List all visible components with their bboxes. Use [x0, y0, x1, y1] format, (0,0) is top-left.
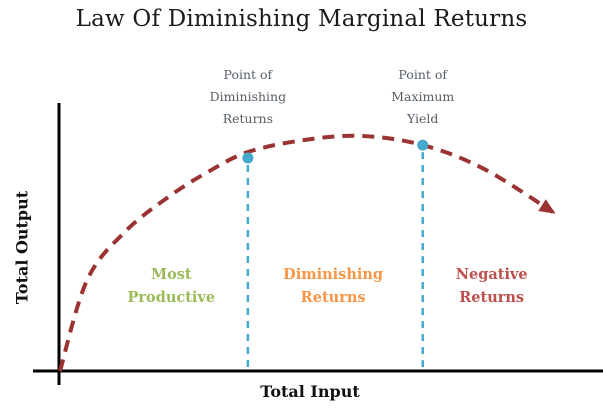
point-of-maximum-yield-marker — [417, 139, 429, 151]
y-axis-label: Total Output — [12, 190, 32, 305]
region-label-diminishing-returns: Diminishing Returns — [283, 266, 384, 306]
point-of-diminishing-returns-label: Point of Diminishing Returns — [209, 67, 287, 126]
point-of-maximum-yield-label: Point of Maximum Yield — [391, 67, 455, 126]
x-axis-label: Total Input — [260, 382, 360, 401]
region-label-most-productive: Most Productive — [127, 266, 216, 306]
chart-title: Law Of Diminishing Marginal Returns — [75, 6, 528, 32]
total-output-curve — [58, 133, 556, 372]
point-of-diminishing-returns-marker — [242, 152, 254, 164]
region-label-negative-returns: Negative Returns — [455, 266, 528, 306]
